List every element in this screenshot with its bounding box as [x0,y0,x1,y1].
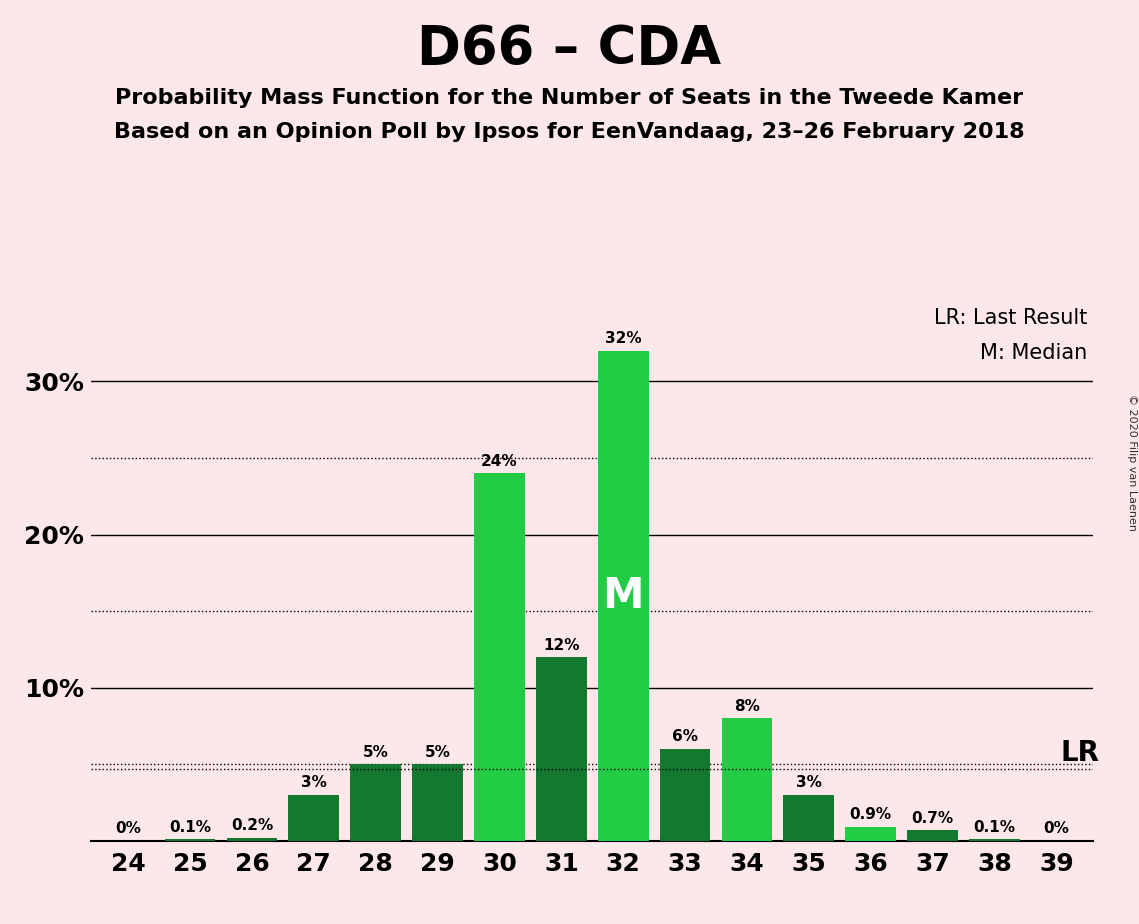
Text: 24%: 24% [481,454,518,468]
Text: 0.2%: 0.2% [231,818,273,833]
Bar [969,839,1019,841]
Bar [536,657,587,841]
Bar [598,351,648,841]
Bar [722,718,772,841]
Text: 0.9%: 0.9% [850,808,892,822]
Text: M: Median: M: Median [980,343,1088,363]
Text: © 2020 Filip van Laenen: © 2020 Filip van Laenen [1126,394,1137,530]
Text: 32%: 32% [605,332,641,346]
Bar [412,764,462,841]
Text: 5%: 5% [363,745,388,760]
Bar [165,839,215,841]
Text: 0%: 0% [1043,821,1070,836]
Text: 0%: 0% [115,821,141,836]
Text: LR: Last Result: LR: Last Result [934,308,1088,328]
Text: Based on an Opinion Poll by Ipsos for EenVandaag, 23–26 February 2018: Based on an Opinion Poll by Ipsos for Ee… [114,122,1025,142]
Bar [845,827,896,841]
Bar [474,473,525,841]
Text: 0.1%: 0.1% [169,820,211,834]
Text: 8%: 8% [734,699,760,713]
Text: 3%: 3% [796,775,821,790]
Text: 0.7%: 0.7% [911,810,953,825]
Bar [907,830,958,841]
Bar [659,749,711,841]
Bar [784,795,834,841]
Text: 12%: 12% [543,638,580,652]
Bar [351,764,401,841]
Text: Probability Mass Function for the Number of Seats in the Tweede Kamer: Probability Mass Function for the Number… [115,88,1024,108]
Text: 3%: 3% [301,775,327,790]
Text: LR: LR [1060,739,1099,767]
Text: 0.1%: 0.1% [974,820,1016,834]
Text: 5%: 5% [425,745,451,760]
Bar [227,838,278,841]
Text: M: M [603,575,644,617]
Text: 6%: 6% [672,729,698,745]
Text: D66 – CDA: D66 – CDA [417,23,722,75]
Bar [288,795,339,841]
